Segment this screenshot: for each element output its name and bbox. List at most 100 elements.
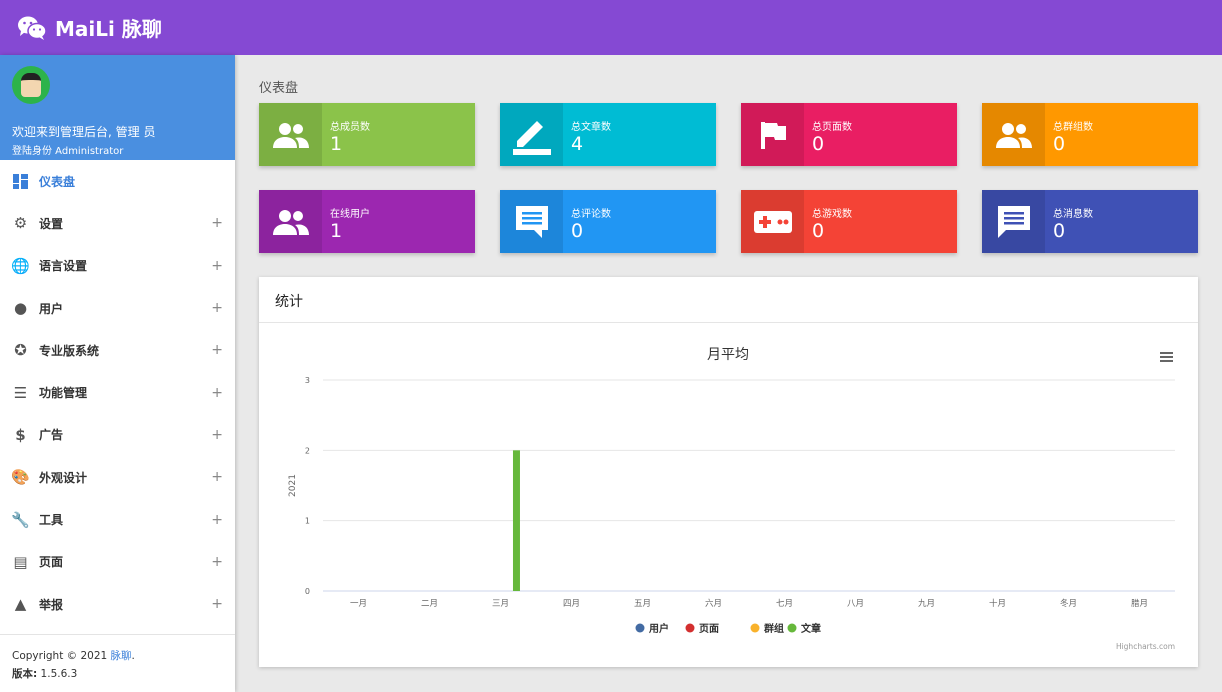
stat-title: 总评论数 [571,209,611,220]
stat-title: 总消息数 [1053,209,1093,220]
stat-value: 0 [812,133,825,155]
brand-name[interactable]: MaiLi 脉聊 [55,17,162,41]
flag-icon [741,103,804,166]
stat-title: 总游戏数 [812,209,852,220]
y-axis-label: 2021 [288,474,298,497]
sidebar-item-3[interactable]: ● 用户 + [0,287,235,329]
chart-menu-icon[interactable] [1160,352,1173,362]
expand-icon[interactable]: + [211,257,223,274]
welcome-text: 欢迎来到管理后台, 管理 员 [12,125,156,139]
legend-marker[interactable] [635,623,645,633]
panel-title: 统计 [259,277,1198,323]
y-tick-label: 0 [305,587,310,596]
stat-card[interactable]: 总群组数 0 [982,103,1198,166]
profile-block: 欢迎来到管理后台, 管理 员 登陆身份 Administrator [0,55,235,160]
sidebar-item-1[interactable]: ⚙ 设置 + [0,202,235,244]
expand-icon[interactable]: + [211,426,223,443]
sidebar: 欢迎来到管理后台, 管理 员 登陆身份 Administrator 仪表盘 ⚙ 设置… [0,55,235,692]
expand-icon[interactable]: + [211,553,223,570]
stat-card[interactable]: 总消息数 0 [982,190,1198,253]
chart-credits[interactable]: Highcharts.com [1116,642,1175,651]
stat-title: 总群组数 [1053,122,1093,133]
stat-title: 总成员数 [330,122,370,133]
legend-marker[interactable] [750,623,760,633]
sidebar-item-label: 设置 [39,216,64,231]
message-icon [982,190,1045,253]
sidebar-item-5[interactable]: ☰ 功能管理 + [0,371,235,413]
stat-card[interactable]: 总文章数 4 [500,103,716,166]
legend-item[interactable]: 用户 [648,622,669,635]
stat-value: 0 [571,220,584,242]
stat-card[interactable]: 总评论数 0 [500,190,716,253]
expand-icon[interactable]: + [211,300,223,317]
stat-card[interactable]: 在线用户 1 [259,190,475,253]
version-label: 版本: [12,668,38,680]
stat-card[interactable]: 总页面数 0 [741,103,957,166]
sidebar-item-7[interactable]: 🎨 外观设计 + [0,456,235,498]
user-icon: ● [13,299,28,318]
stat-value: 4 [571,133,584,155]
group-icon [982,103,1045,166]
edit-icon [500,103,563,166]
chart-title: 月平均 [707,347,749,363]
x-tick-label: 三月 [492,599,509,609]
dollar-icon: $ [15,425,26,444]
legend-item[interactable]: 文章 [801,622,821,635]
stat-title: 总文章数 [571,122,611,133]
x-tick-label: 二月 [421,599,438,609]
sidebar-item-0[interactable]: 仪表盘 [0,160,235,202]
sidebar-item-label: 外观设计 [39,470,88,485]
x-tick-label: 腊月 [1131,599,1148,609]
stat-card[interactable]: 总成员数 1 [259,103,475,166]
star-icon: ✪ [14,341,27,360]
sidebar-item-6[interactable]: $ 广告 + [0,414,235,456]
avatar[interactable] [12,66,50,104]
expand-icon[interactable]: + [211,215,223,232]
sidebar-footer: Copyright © 2021 脉聊. 版本: 1.5.6.3 [0,634,235,692]
legend-marker[interactable] [787,623,797,633]
sidebar-item-10[interactable]: ▲ 举报 + [0,583,235,625]
top-bar: MaiLi 脉聊 [0,0,1222,55]
expand-icon[interactable]: + [211,511,223,528]
x-tick-label: 十月 [989,598,1006,609]
site-link[interactable]: 脉聊 [110,650,132,662]
users-icon [259,103,322,166]
expand-icon[interactable]: + [211,469,223,486]
expand-icon[interactable]: + [211,596,223,613]
x-tick-label: 五月 [634,599,651,609]
sidebar-item-8[interactable]: 🔧 工具 + [0,498,235,540]
expand-icon[interactable]: + [211,384,223,401]
stat-value: 0 [812,220,825,242]
x-tick-label: 一月 [350,599,367,609]
stat-value: 1 [330,220,343,242]
stat-value: 0 [1053,133,1066,155]
x-tick-label: 六月 [705,598,722,609]
gear-icon: ⚙ [13,214,28,233]
sidebar-item-label: 用户 [39,301,64,316]
stats-panel: 统计 月平均 0 1 2 3 2021 一月 二月 三月 四月 五月 六月 七月 八月 九月 十月 冬月 腊月 用户… [259,277,1198,667]
sidebar-item-label: 功能管理 [39,386,88,401]
y-tick-label: 2 [305,446,310,455]
bar-文章[interactable] [512,450,520,591]
x-tick-label: 冬月 [1060,598,1077,609]
stat-card[interactable]: 总游戏数 0 [741,190,957,253]
legend-item[interactable]: 群组 [764,622,784,635]
sidebar-item-9[interactable]: ▤ 页面 + [0,541,235,583]
expand-icon[interactable]: + [211,342,223,359]
sidebar-item-label: 页面 [39,555,64,570]
sidebar-item-label: 广告 [39,428,64,443]
legend-marker[interactable] [685,623,695,633]
wrench-icon: 🔧 [11,510,30,529]
sidebar-item-label: 工具 [39,513,64,528]
sidebar-item-4[interactable]: ✪ 专业版系统 + [0,329,235,371]
sidebar-item-2[interactable]: 🌐 语言设置 + [0,245,235,287]
x-tick-label: 九月 [918,599,935,609]
sidebar-item-label: 专业版系统 [39,343,100,358]
legend-item[interactable]: 页面 [699,623,719,635]
version-value: 1.5.6.3 [40,668,78,680]
y-tick-label: 1 [305,517,310,526]
gamepad-icon [741,190,804,253]
globe-icon: 🌐 [11,256,30,275]
sidebar-menu: 仪表盘 ⚙ 设置 + 🌐 语言设置 + ● 用户 + ✪ 专业版系统 + ☰ 功能管理 + $ 广告 + 🎨 外观设计 +… [0,160,235,625]
